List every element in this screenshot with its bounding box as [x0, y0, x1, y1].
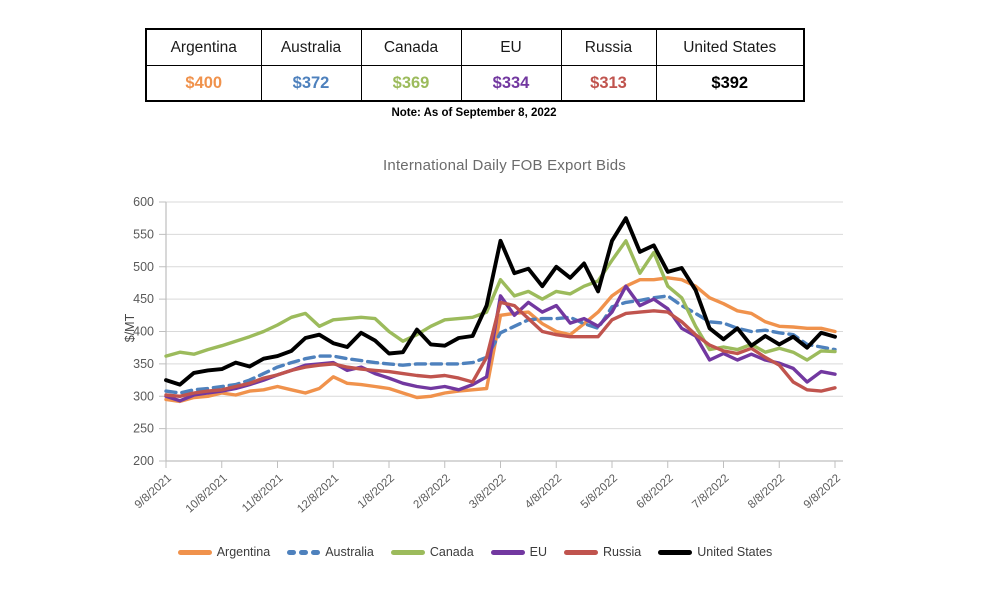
y-axis-label: $/MT [123, 313, 137, 343]
y-tick-label: 300 [133, 389, 154, 403]
price-table-header-row: Argentina Australia Canada EU Russia United S… [145, 28, 805, 66]
price-table-value-cell: $392 [655, 65, 805, 102]
legend-item-argentina: Argentina [177, 545, 271, 559]
price-table-header-cell: Russia [560, 28, 657, 66]
y-tick-label: 400 [133, 325, 154, 339]
legend-item-united-states: United States [658, 545, 772, 559]
price-table-value-cell: $400 [145, 65, 262, 102]
price-table-header-cell: Australia [260, 28, 362, 66]
series-line-russia [164, 300, 837, 398]
x-tick-label: 12/8/2021 [295, 472, 341, 515]
y-tick-label: 350 [133, 357, 154, 371]
x-tick-label: 6/8/2022 [634, 472, 675, 511]
x-tick-label: 3/8/2022 [467, 472, 508, 511]
x-tick-label: 10/8/2021 [184, 472, 230, 515]
price-table-value-cell: $313 [560, 65, 657, 102]
price-table-header-cell: United States [655, 28, 805, 66]
x-tick-label: 9/8/2021 [133, 472, 174, 511]
x-tick-label: 11/8/2021 [240, 472, 285, 515]
legend-label: Australia [325, 545, 374, 559]
chart-legend: Argentina Australia Canada EU Russia United S… [95, 545, 855, 559]
y-tick-label: 500 [133, 260, 154, 274]
legend-label: Russia [603, 545, 642, 559]
table-note: Note: As of September 8, 2022 [391, 107, 557, 119]
legend-marker-icon [490, 549, 525, 555]
legend-item-eu: EU [490, 545, 548, 559]
price-table: Argentina Australia Canada EU Russia United S… [145, 28, 805, 102]
price-table-value-cell: $334 [460, 65, 562, 102]
x-tick-label: 1/8/2022 [356, 472, 397, 511]
x-tick-label: 9/8/2022 [802, 472, 843, 511]
y-tick-label: 200 [133, 454, 154, 468]
price-table-container: Argentina Australia Canada EU Russia United S… [145, 28, 805, 119]
legend-marker-icon [177, 549, 212, 555]
x-tick-label: 8/8/2022 [746, 472, 787, 511]
legend-label: United States [697, 545, 773, 559]
series-line-canada [164, 239, 837, 362]
x-tick-label: 5/8/2022 [579, 472, 620, 511]
y-tick-label: 250 [133, 422, 154, 436]
legend-label: Argentina [216, 545, 271, 559]
legend-item-russia: Russia [564, 545, 641, 559]
price-table-value-cell: $372 [260, 65, 362, 102]
price-table-value-row: $400 $372 $369 $334 $313 $392 [145, 65, 805, 102]
legend-label: EU [529, 545, 548, 559]
y-tick-label: 550 [133, 227, 154, 241]
price-table-header-cell: EU [460, 28, 562, 66]
x-tick-label: 4/8/2022 [523, 472, 564, 511]
chart-title: International Daily FOB Export Bids [383, 157, 626, 174]
series-line-united-states [164, 216, 837, 387]
x-tick-label: 2/8/2022 [411, 472, 452, 511]
legend-marker-icon [564, 549, 599, 555]
x-tick-label: 7/8/2022 [690, 472, 731, 511]
legend-item-australia: Australia [287, 545, 374, 559]
series-line-australia [164, 294, 837, 395]
legend-label: Canada [429, 545, 474, 559]
y-tick-label: 450 [133, 292, 154, 306]
price-table-header-cell: Argentina [145, 28, 262, 66]
series-line-argentina [164, 276, 837, 404]
price-table-header-cell: Canada [360, 28, 462, 66]
y-tick-label: 600 [133, 195, 154, 209]
legend-marker-icon [287, 549, 321, 555]
price-table-value-cell: $369 [360, 65, 462, 102]
legend-marker-icon [658, 549, 693, 555]
legend-marker-icon [390, 549, 425, 555]
legend-item-canada: Canada [390, 545, 474, 559]
